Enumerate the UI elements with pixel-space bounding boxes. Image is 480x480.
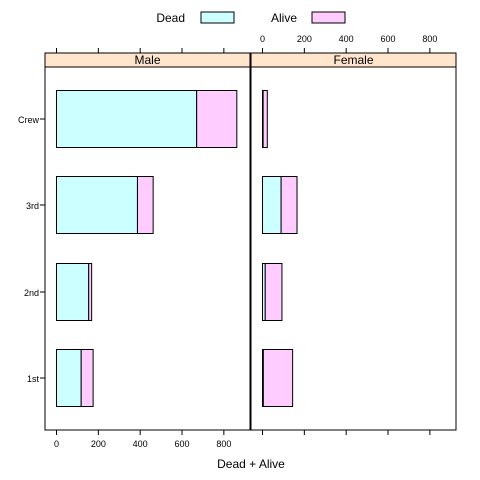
x-tick-label-top-400: 400 — [339, 34, 354, 44]
bar-male-2nd-alive — [88, 263, 93, 321]
bar-male-crew-dead — [56, 90, 198, 148]
y-tick-label-crew: Crew — [18, 115, 40, 125]
panel-frame-male — [44, 52, 251, 431]
y-tick-label-3rd: 3rd — [26, 201, 39, 211]
x-tick-label-top-0: 0 — [260, 34, 265, 44]
legend-label-alive: Alive — [271, 11, 297, 25]
x-tick-label-bottom-0: 0 — [54, 439, 59, 449]
x-tick-label-bottom-400: 400 — [133, 439, 148, 449]
legend-label-dead: Dead — [156, 11, 185, 25]
bar-male-1st-dead — [56, 349, 82, 407]
strip-label-male: Male — [134, 53, 160, 67]
strip-female — [251, 53, 456, 67]
x-axis-title: Dead + Alive — [217, 457, 285, 471]
bar-male-crew-alive — [196, 90, 238, 148]
y-tick-label-1st: 1st — [27, 374, 40, 384]
panel-frame-female — [250, 52, 457, 431]
x-tick-label-bottom-600: 600 — [174, 439, 189, 449]
x-tick-label-bottom-200: 200 — [91, 439, 106, 449]
bar-male-3rd-dead — [56, 176, 138, 234]
bar-female-1st-alive — [262, 349, 294, 407]
x-tick-label-bottom-800: 800 — [216, 439, 231, 449]
x-tick-label-top-200: 200 — [297, 34, 312, 44]
strip-male — [45, 53, 250, 67]
strip-label-female: Female — [333, 53, 373, 67]
bar-female-3rd-alive — [280, 176, 298, 234]
y-tick-label-2nd: 2nd — [24, 288, 39, 298]
legend-swatch-alive — [311, 11, 346, 24]
bar-male-3rd-alive — [136, 176, 154, 234]
bar-female-2nd-alive — [264, 263, 283, 321]
bar-male-1st-alive — [80, 349, 94, 407]
x-tick-label-top-800: 800 — [422, 34, 437, 44]
x-tick-label-top-600: 600 — [380, 34, 395, 44]
bar-female-3rd-dead — [262, 176, 282, 234]
bar-male-2nd-dead — [56, 263, 90, 321]
bar-female-crew-alive — [262, 90, 268, 148]
legend-swatch-dead — [200, 11, 235, 24]
